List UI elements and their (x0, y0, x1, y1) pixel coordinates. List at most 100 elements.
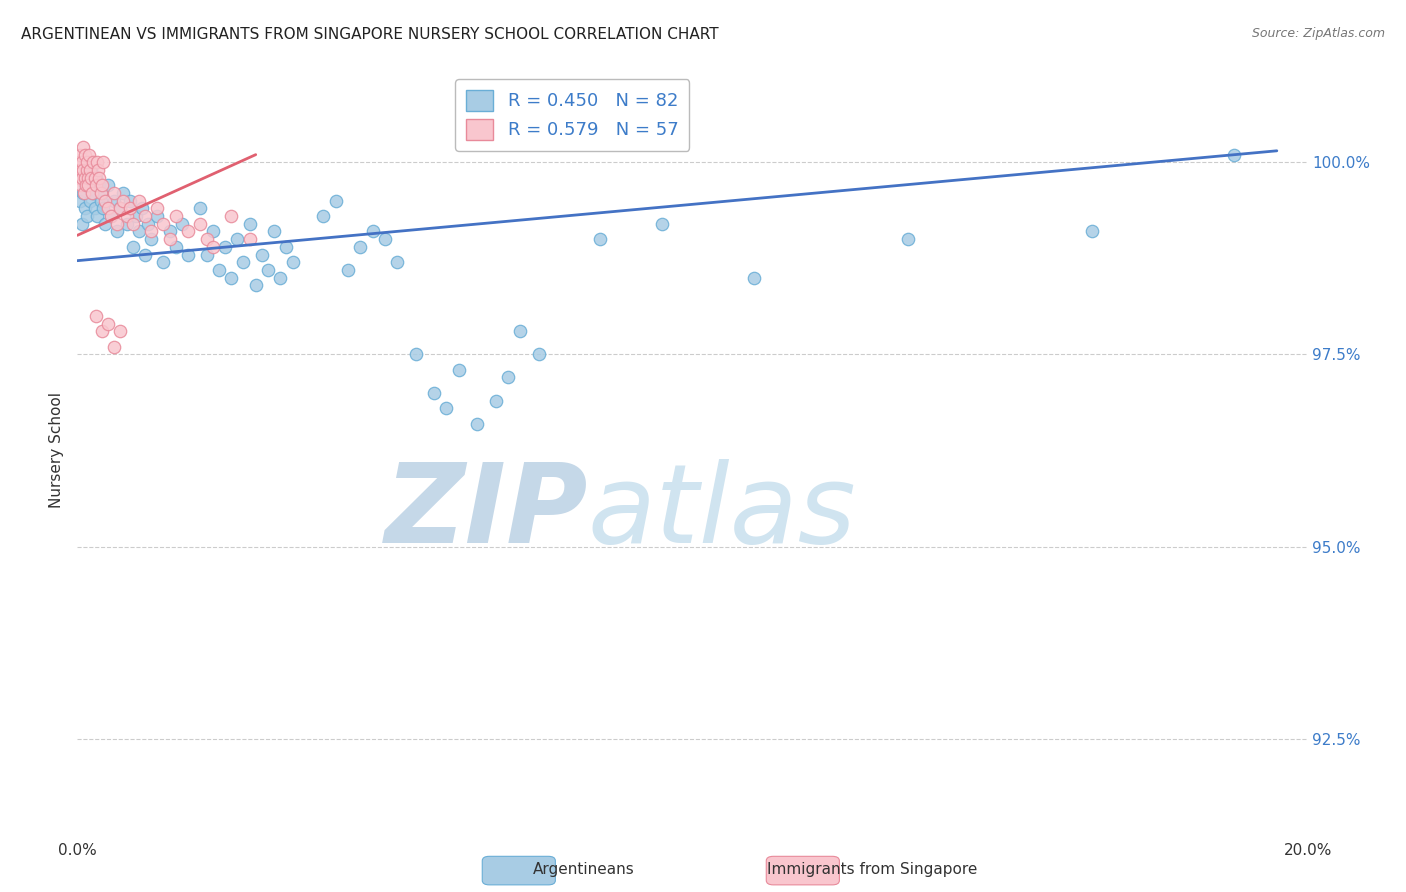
Point (485, 393, 508, 408)
Point (361, 225, 384, 239)
Point (188, 217, 212, 231)
Point (214, 240, 236, 254)
Point (121, 240, 143, 254)
Legend: R = 0.450   N = 82, R = 0.579   N = 57: R = 0.450 N = 82, R = 0.579 N = 57 (456, 79, 689, 151)
Point (82, 155, 104, 169)
Point (125, 209, 148, 223)
Point (128, 194, 150, 208)
Point (165, 209, 187, 223)
Point (70, 170, 93, 185)
Point (897, 232, 920, 246)
Y-axis label: Nursery School: Nursery School (49, 392, 65, 508)
Point (118, 202, 141, 216)
Point (82, 186, 104, 200)
Point (84, 178, 107, 193)
Point (112, 186, 135, 200)
Point (80, 163, 103, 178)
Point (152, 217, 174, 231)
Point (226, 232, 249, 246)
Point (146, 209, 169, 223)
Text: ARGENTINEAN VS IMMIGRANTS FROM SINGAPORE NURSERY SCHOOL CORRELATION CHART: ARGENTINEAN VS IMMIGRANTS FROM SINGAPORE… (21, 27, 718, 42)
Point (73, 186, 96, 200)
Text: ZIP: ZIP (384, 459, 588, 566)
Point (269, 270, 291, 285)
Point (257, 263, 280, 277)
Point (195, 247, 218, 261)
Point (141, 225, 163, 239)
Point (465, 417, 488, 431)
Point (589, 232, 612, 246)
Point (239, 232, 262, 246)
Point (87, 163, 110, 178)
Point (73, 202, 96, 216)
Point (110, 324, 132, 338)
Point (72, 163, 94, 178)
Point (103, 194, 125, 208)
Point (136, 217, 159, 231)
Point (496, 370, 519, 384)
Point (115, 209, 138, 223)
Point (103, 340, 125, 354)
Point (91, 202, 114, 216)
Point (83, 170, 105, 185)
Point (76, 170, 98, 185)
Point (245, 278, 267, 293)
Point (527, 347, 550, 361)
Point (1081, 225, 1104, 239)
Point (70, 155, 93, 169)
Point (165, 240, 187, 254)
Point (75, 147, 97, 161)
Point (76, 209, 98, 223)
Point (105, 225, 128, 239)
Point (112, 194, 135, 208)
Point (84, 309, 107, 323)
Point (76, 155, 98, 169)
Point (83, 202, 105, 216)
Point (219, 270, 242, 285)
Point (75, 178, 97, 193)
Point (219, 209, 242, 223)
Point (177, 247, 200, 261)
Point (73, 170, 96, 185)
Point (100, 209, 122, 223)
Point (152, 255, 174, 269)
Point (115, 217, 138, 231)
Point (69, 147, 91, 161)
Point (509, 324, 531, 338)
Point (232, 255, 254, 269)
Point (742, 270, 765, 285)
Point (90, 324, 114, 338)
Point (170, 217, 193, 231)
Point (84, 170, 107, 185)
Point (94, 217, 117, 231)
Point (105, 217, 128, 231)
Point (70, 217, 93, 231)
Point (128, 225, 150, 239)
Point (651, 217, 673, 231)
Point (82, 186, 104, 200)
Point (110, 202, 132, 216)
Point (94, 194, 117, 208)
Point (312, 209, 335, 223)
Point (70, 178, 93, 193)
Point (97, 317, 120, 331)
Point (1223, 147, 1246, 161)
Point (118, 194, 141, 208)
Point (80, 170, 103, 185)
Point (67, 155, 90, 169)
Point (76, 163, 98, 178)
Point (208, 263, 231, 277)
Point (276, 240, 298, 254)
Point (195, 232, 218, 246)
Point (103, 186, 125, 200)
Point (77, 147, 100, 161)
Point (263, 225, 285, 239)
Point (67, 170, 90, 185)
Point (90, 186, 112, 200)
Point (134, 247, 156, 261)
Point (110, 202, 132, 216)
Point (405, 347, 427, 361)
Point (201, 240, 224, 254)
Point (100, 209, 122, 223)
Point (72, 186, 94, 200)
